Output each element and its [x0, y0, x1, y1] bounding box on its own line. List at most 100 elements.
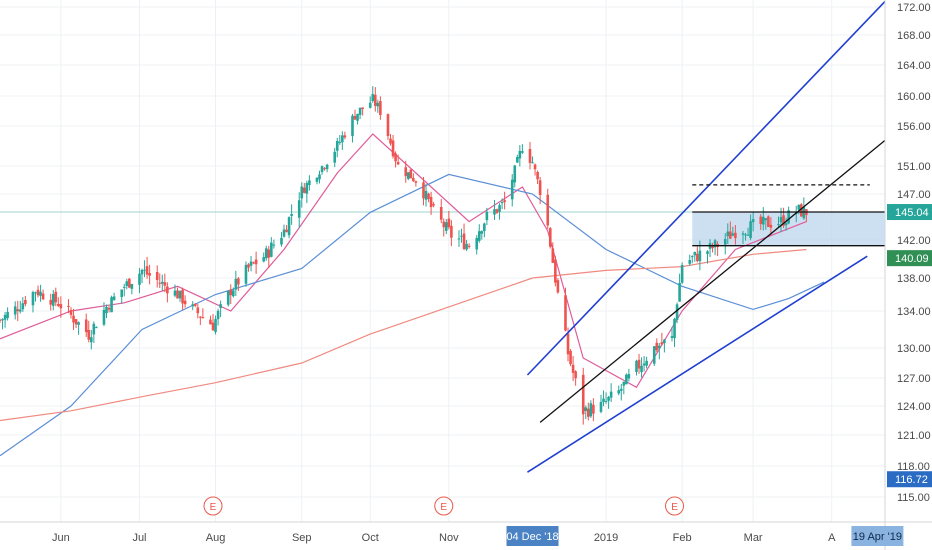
candle-body [493, 209, 496, 215]
candle-body [767, 216, 770, 227]
candle-body [358, 107, 362, 115]
price-tags: 145.04 140.09 116.72 [887, 204, 932, 488]
candle-body [287, 217, 291, 236]
candle-body [531, 162, 534, 164]
candle-body [247, 264, 250, 268]
candle-body [353, 115, 357, 120]
candle-body [201, 317, 205, 319]
drawing-line-1 [526, 0, 886, 376]
candle-body [249, 261, 253, 266]
candle-body [374, 94, 377, 106]
candle-body [797, 204, 801, 210]
x-tick-label: Nov [439, 532, 459, 544]
candle-body [196, 307, 200, 314]
candle-body [3, 314, 7, 320]
price-tag-bg [887, 471, 932, 488]
price-tag-min: 116.72 [887, 471, 932, 488]
y-tick-label: 156.00 [897, 121, 931, 133]
candle-body [445, 222, 448, 231]
candle-body [485, 211, 489, 221]
candle-body [480, 231, 484, 234]
candle-body [556, 280, 560, 293]
candle-body [379, 101, 382, 115]
candle-body [338, 141, 342, 143]
candle-body [234, 278, 238, 290]
price-tag-last: 145.04 [887, 204, 932, 221]
candle-body [637, 359, 641, 369]
candle-body [264, 248, 268, 259]
candle-body [688, 260, 692, 264]
candle-body [183, 300, 187, 305]
candle-body [498, 205, 501, 212]
candle-body [67, 305, 70, 308]
x-tick-label: Jul [132, 532, 146, 544]
candle-body [467, 245, 471, 247]
candle-body [166, 286, 169, 294]
candle-body [163, 282, 167, 286]
candle-body [351, 115, 354, 137]
candle-body [158, 282, 162, 284]
candle-body [39, 291, 42, 296]
candle-body [155, 272, 159, 280]
candle-body [640, 365, 643, 373]
candle-body [285, 229, 288, 233]
candle-body [422, 182, 425, 199]
candle-body [546, 194, 550, 226]
candle-body [503, 200, 506, 203]
candle-body [518, 150, 522, 159]
candle-body [95, 327, 98, 329]
candle-body [120, 289, 124, 297]
candle-body [424, 190, 428, 200]
price-axis[interactable]: 115.00 118.00 121.00 124.00 127.00 130.00 134.… [884, 0, 931, 550]
y-tick-label: 142.00 [897, 235, 931, 247]
candle-body [432, 204, 435, 206]
candle-body [102, 309, 106, 325]
price-tag-level: 140.09 [887, 250, 932, 267]
candle-body [371, 94, 375, 101]
candle-body [607, 396, 610, 401]
candle-body [569, 350, 572, 365]
candle-body [759, 216, 763, 225]
time-axis[interactable]: Jun Jul Aug Sep Oct Nov 2019 Feb Mar A 04 Dec '18 1… [0, 521, 932, 546]
candle-body [696, 253, 699, 262]
candle-body [406, 172, 410, 179]
candle-body [729, 231, 732, 239]
candle-body [270, 242, 273, 257]
candle-body [439, 207, 443, 220]
price-tag-label: 140.09 [895, 253, 929, 265]
candle-body [713, 240, 717, 248]
candle-body [376, 102, 380, 107]
drawing-line-3 [539, 139, 886, 423]
candle-body [145, 266, 149, 275]
trendline-drawings[interactable] [526, 0, 886, 473]
y-tick-label: 118.00 [897, 461, 930, 473]
y-tick-label: 168.00 [897, 30, 931, 42]
candle-body [670, 336, 674, 338]
candle-body [533, 164, 537, 170]
candle-body [731, 233, 735, 236]
candle-body [302, 187, 306, 193]
candle-body [6, 311, 9, 319]
candle-body [483, 223, 486, 232]
candle-body [625, 374, 628, 385]
candle-body [148, 273, 151, 276]
candle-body [107, 307, 111, 310]
candle-body [57, 303, 60, 306]
candle-body [343, 135, 347, 138]
candle-body [465, 243, 468, 250]
candle-body [551, 248, 555, 263]
candle-body [566, 333, 570, 355]
candle-body [642, 363, 646, 366]
candle-body [589, 403, 593, 417]
grid [0, 0, 885, 522]
crosshair-date-label: 04 Dec '18 [506, 531, 558, 543]
candle-body [69, 310, 73, 315]
y-tick-label: 147.00 [897, 189, 931, 201]
price-tag-label: 116.72 [895, 474, 928, 486]
candle-body [191, 304, 195, 307]
candle-body [110, 297, 113, 313]
candle-body [320, 166, 324, 172]
candle-body [528, 148, 532, 163]
